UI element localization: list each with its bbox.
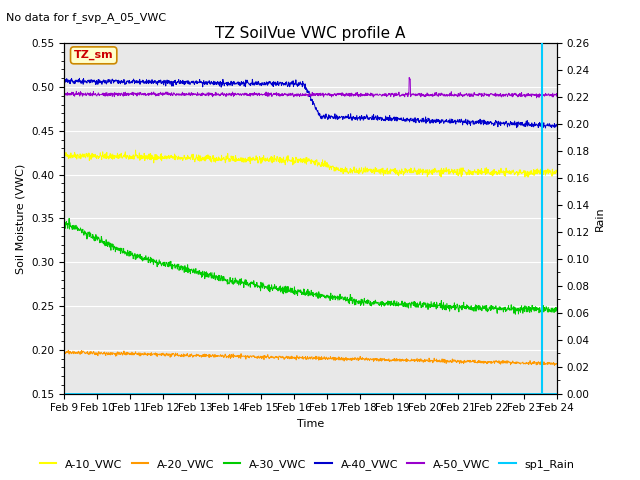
Y-axis label: Soil Moisture (VWC): Soil Moisture (VWC) xyxy=(15,163,26,274)
Text: TZ_sm: TZ_sm xyxy=(74,50,113,60)
X-axis label: Time: Time xyxy=(297,419,324,429)
Y-axis label: Rain: Rain xyxy=(595,206,605,231)
Title: TZ SoilVue VWC profile A: TZ SoilVue VWC profile A xyxy=(215,25,406,41)
Legend: A-10_VWC, A-20_VWC, A-30_VWC, A-40_VWC, A-50_VWC, sp1_Rain: A-10_VWC, A-20_VWC, A-30_VWC, A-40_VWC, … xyxy=(35,455,579,474)
Text: No data for f_svp_A_05_VWC: No data for f_svp_A_05_VWC xyxy=(6,12,166,23)
